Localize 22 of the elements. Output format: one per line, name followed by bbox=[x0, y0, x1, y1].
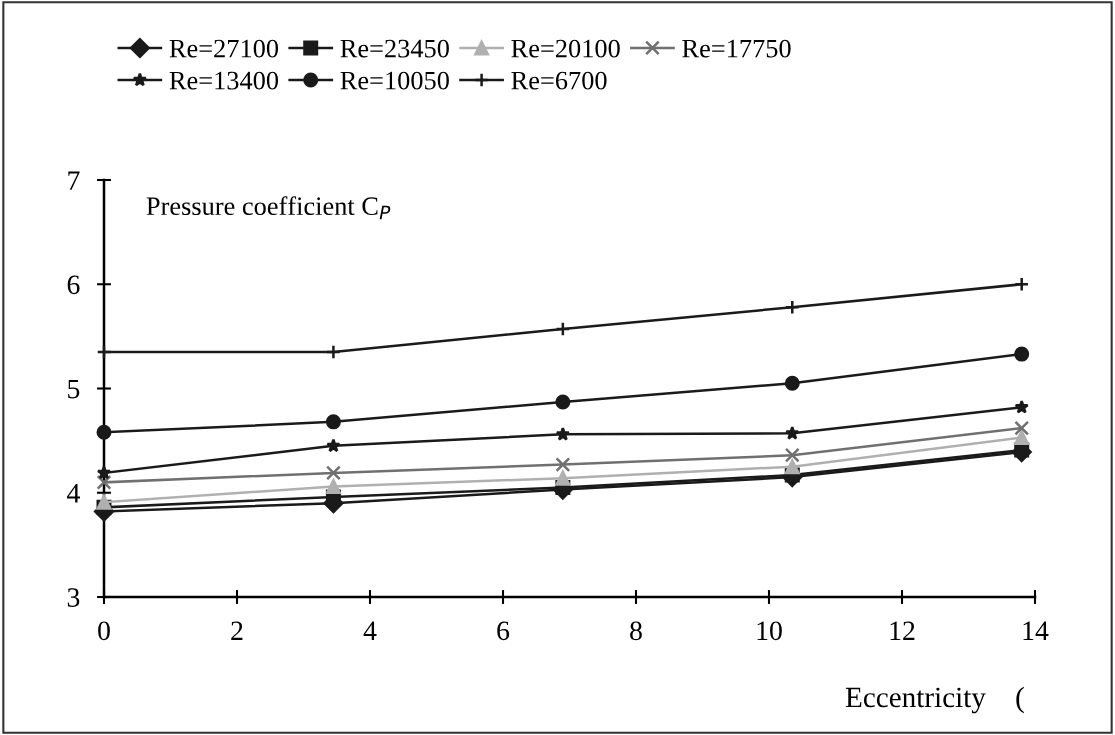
legend-label: Re=10050 bbox=[340, 71, 449, 90]
legend-label: Re=6700 bbox=[511, 71, 607, 90]
legend-label: Re=23450 bbox=[340, 39, 449, 58]
legend-label: Re=27100 bbox=[169, 39, 279, 58]
x-tick-label: 14 bbox=[1023, 621, 1049, 640]
x-tick-label: 6 bbox=[497, 621, 510, 641]
y-tick-label: 7 bbox=[68, 171, 80, 190]
x-tick-label: 8 bbox=[630, 621, 642, 641]
legend-label: Re=13400 bbox=[169, 71, 279, 90]
legend-label: Re=20100 bbox=[511, 39, 620, 58]
y-tick-label: 4 bbox=[67, 484, 80, 503]
x-tick-label: 4 bbox=[363, 621, 377, 640]
x-tick-label: 10 bbox=[757, 621, 782, 641]
x-tick-label: 12 bbox=[890, 621, 915, 640]
y-tick-label: 3 bbox=[67, 588, 80, 607]
y-tick-label: 6 bbox=[67, 275, 80, 295]
legend-label: Re=17750 bbox=[682, 39, 791, 58]
y-tick-label: 5 bbox=[68, 379, 80, 399]
x-tick-label: 0 bbox=[98, 621, 110, 641]
y-axis-title: Pressure coefficient C$_{P}$ bbox=[146, 196, 391, 220]
x-axis-title: Eccentricity ( bbox=[845, 686, 1024, 714]
x-tick-label: 2 bbox=[231, 621, 243, 640]
